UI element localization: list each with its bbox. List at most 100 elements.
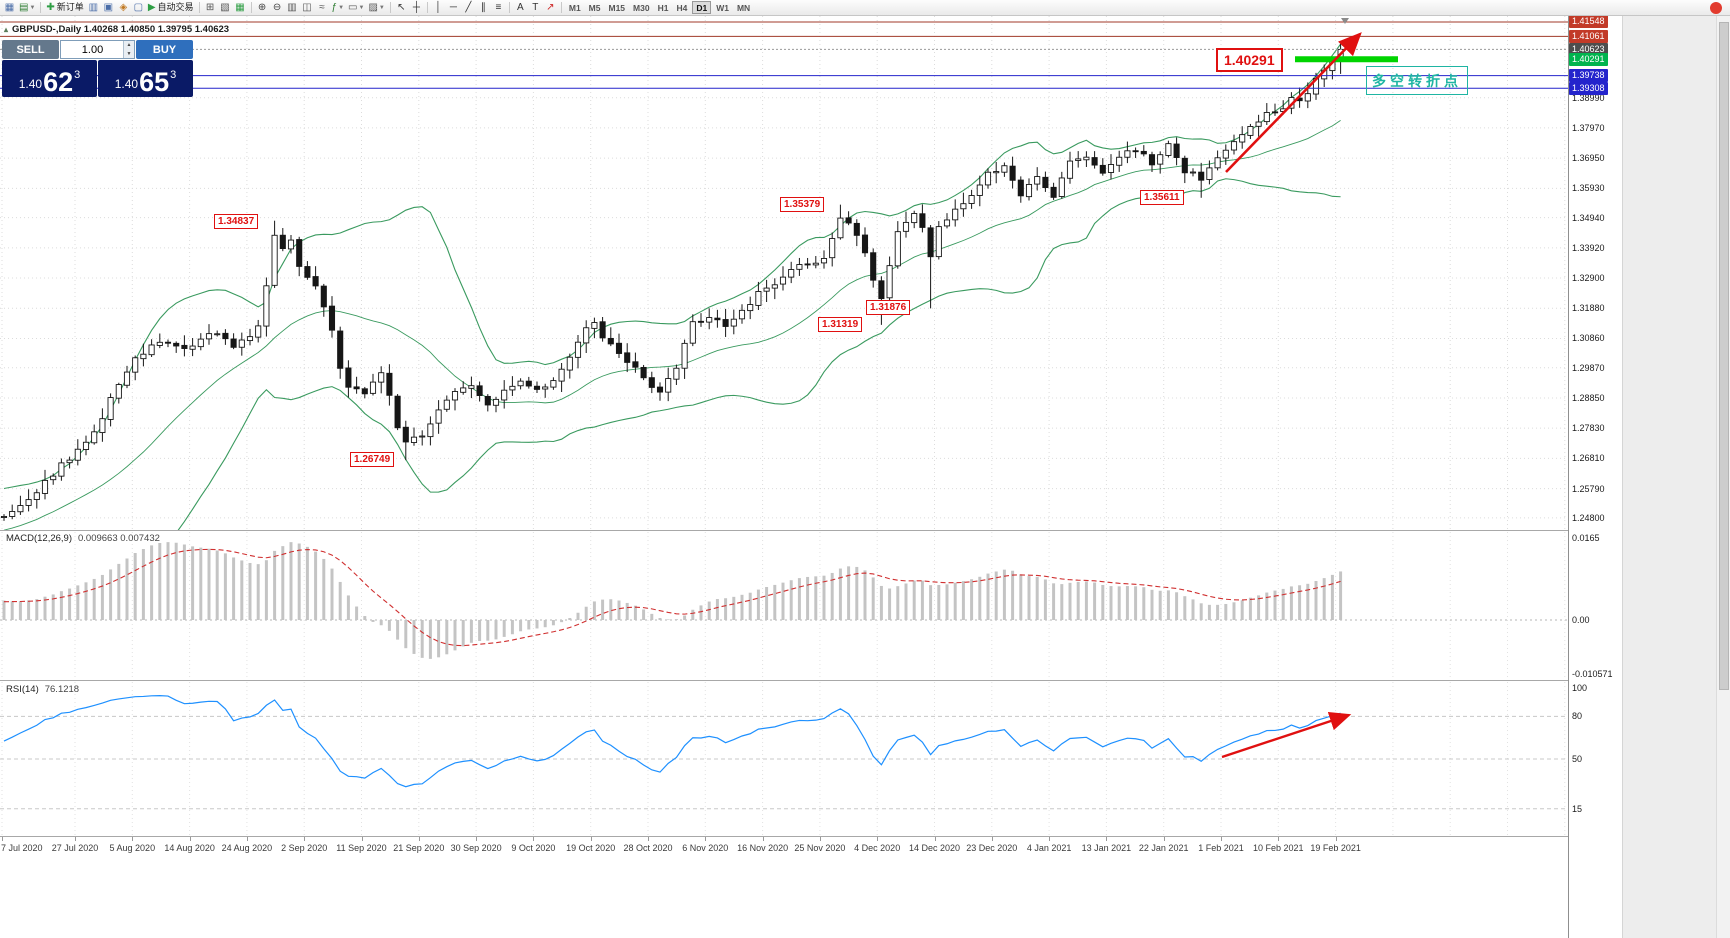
- time-axis-label: 19 Oct 2020: [566, 843, 616, 853]
- chart-window-icon[interactable]: ▦: [4, 1, 15, 13]
- volume-input[interactable]: [61, 41, 134, 58]
- timeframe-m15-button[interactable]: M15: [608, 2, 626, 13]
- volume-spinner[interactable]: ▲ ▼: [123, 41, 134, 58]
- panel-separator[interactable]: [0, 530, 1622, 531]
- tile-windows-icon[interactable]: ▦: [235, 1, 245, 13]
- indicators-button[interactable]: ƒ ▼: [331, 1, 345, 13]
- time-tick: [877, 837, 879, 841]
- rsi-axis-label: 100: [1572, 683, 1588, 693]
- price-axis-marker: 1.39738: [1569, 69, 1608, 83]
- price-axis-label: 1.25790: [1572, 483, 1605, 494]
- spin-down-icon[interactable]: ▼: [124, 49, 134, 58]
- vertical-line-button[interactable]: │: [435, 1, 442, 13]
- macd-panel-canvas[interactable]: [0, 532, 1568, 680]
- price-callout[interactable]: 1.31319: [818, 317, 863, 332]
- bar-chart-button[interactable]: ▥: [287, 1, 297, 13]
- time-axis-label: 13 Jan 2021: [1081, 843, 1132, 853]
- price-axis-label: 1.30860: [1572, 333, 1605, 344]
- price-callout[interactable]: 1.35379: [780, 197, 825, 212]
- rsi-panel-canvas[interactable]: [0, 682, 1568, 836]
- new-window-icon[interactable]: ⊞: [205, 1, 215, 13]
- time-tick: [1106, 837, 1108, 841]
- arrow-tools-button[interactable]: ↗: [546, 1, 555, 13]
- pivot-annotation[interactable]: 多空转折点: [1366, 66, 1468, 95]
- timeframe-h1-button[interactable]: H1: [657, 2, 669, 13]
- data-window-icon[interactable]: ▣: [103, 1, 114, 13]
- line-chart-button[interactable]: ≈: [319, 1, 325, 13]
- time-tick: [1335, 837, 1337, 841]
- navigator-icon[interactable]: ◈: [119, 1, 128, 13]
- time-axis-label: 14 Dec 2020: [908, 843, 961, 853]
- timeframe-mn-button[interactable]: MN: [736, 2, 751, 13]
- one-click-trading-panel: SELL ▲▼ BUY 1.40 62 3 1.40 65 3: [2, 40, 193, 97]
- cursor-button[interactable]: ↖: [397, 1, 406, 13]
- new-order-button[interactable]: ✚ 新订单: [46, 1, 84, 13]
- sell-button[interactable]: SELL: [2, 40, 59, 59]
- price-axis-label: 1.37970: [1572, 122, 1605, 133]
- time-axis[interactable]: 7 Jul 2020 27 Jul 2020 5 Aug 2020 14 Aug 20…: [0, 837, 1568, 857]
- one-click-toggle-icon[interactable]: ▴: [4, 25, 9, 34]
- price-axis-label: 1.28850: [1572, 392, 1605, 403]
- toolbar-separator: [40, 2, 42, 13]
- price-callout[interactable]: 1.34837: [214, 214, 259, 229]
- price-callout[interactable]: 1.26749: [350, 452, 395, 467]
- ask-prefix: 1.40: [114, 77, 139, 91]
- trendline-button[interactable]: ╱: [465, 1, 472, 13]
- vertical-scrollbar[interactable]: [1716, 16, 1730, 938]
- crosshair-button[interactable]: ┼: [412, 1, 420, 13]
- timeframe-m5-button[interactable]: M5: [588, 2, 601, 13]
- terminal-icon[interactable]: ▢: [133, 1, 144, 13]
- spin-up-icon[interactable]: ▲: [124, 41, 134, 50]
- price-axis-label: 1.34940: [1572, 212, 1605, 223]
- time-axis-label: 24 Aug 2020: [221, 843, 273, 853]
- price-axis[interactable]: [1568, 16, 1622, 938]
- price-callout[interactable]: 1.40291: [1216, 48, 1283, 72]
- price-axis-label: 1.26810: [1572, 453, 1605, 464]
- new-chart-button[interactable]: ▤ ▼: [19, 1, 36, 13]
- timeframe-w1-button[interactable]: W1: [716, 2, 729, 13]
- fibonacci-button[interactable]: ≡: [495, 1, 502, 13]
- price-axis-label: 1.31880: [1572, 303, 1605, 314]
- text-label-button[interactable]: T: [532, 1, 539, 13]
- price-axis-label: 1.32900: [1572, 273, 1605, 284]
- scrollbar-thumb[interactable]: [1719, 22, 1729, 690]
- time-tick: [991, 837, 993, 841]
- volume-field: ▲▼: [60, 40, 135, 59]
- horizontal-line-button[interactable]: ─: [449, 1, 457, 13]
- time-tick: [533, 837, 535, 841]
- panel-separator[interactable]: [0, 680, 1622, 681]
- ask-quote[interactable]: 1.40 65 3: [98, 60, 193, 97]
- price-axis-marker: 1.41061: [1569, 29, 1608, 43]
- rsi-axis-label: 15: [1572, 803, 1583, 814]
- time-tick: [648, 837, 649, 841]
- price-callout[interactable]: 1.35611: [1140, 190, 1184, 205]
- equidistant-channel-button[interactable]: ∥: [480, 1, 486, 13]
- time-tick: [361, 837, 363, 841]
- price-chart-canvas[interactable]: [0, 16, 1568, 530]
- timeframe-m1-button[interactable]: M1: [568, 2, 581, 13]
- periods-button[interactable]: ▭ ▼: [348, 1, 365, 13]
- bid-pip-digit: 3: [74, 69, 81, 81]
- price-axis-label: 1.36950: [1572, 153, 1605, 164]
- buy-button[interactable]: BUY: [136, 40, 193, 59]
- timeframe-d1-button[interactable]: D1: [692, 1, 712, 14]
- timeframe-h4-button[interactable]: H4: [676, 2, 688, 13]
- price-callout[interactable]: 1.31876: [866, 300, 911, 315]
- cascade-windows-icon[interactable]: ▧: [220, 1, 230, 13]
- zoom-out-button[interactable]: ⊖: [272, 1, 282, 13]
- time-axis-label: 6 Nov 2020: [682, 843, 729, 853]
- time-axis-label: 1 Feb 2021: [1198, 843, 1244, 853]
- time-axis-label: 4 Jan 2021: [1026, 843, 1072, 853]
- timeframe-m30-button[interactable]: M30: [633, 2, 650, 13]
- time-tick: [1049, 837, 1051, 841]
- market-watch-icon[interactable]: ▥: [88, 1, 99, 13]
- price-axis-marker: 1.40623: [1569, 42, 1608, 56]
- text-button[interactable]: A: [517, 1, 524, 13]
- templates-button[interactable]: ▨ ▼: [368, 1, 385, 13]
- community-icon[interactable]: [1710, 2, 1722, 14]
- autotrading-button[interactable]: ▶ 自动交易: [147, 1, 194, 13]
- candlestick-chart-button[interactable]: ◫: [302, 1, 312, 13]
- zoom-in-button[interactable]: ⊕: [257, 1, 267, 13]
- bid-quote[interactable]: 1.40 62 3: [2, 60, 97, 97]
